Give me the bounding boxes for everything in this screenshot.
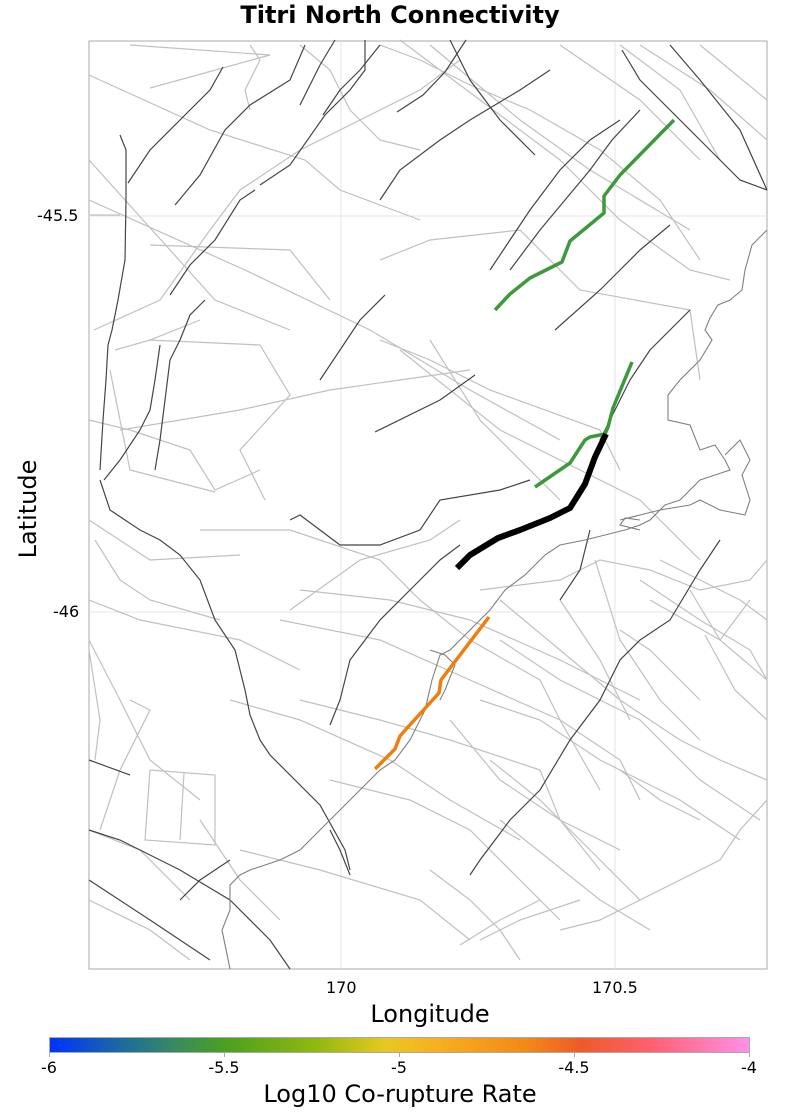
- colorbar-tick: -4: [741, 1058, 757, 1077]
- rupture-green-upper: [493, 118, 676, 312]
- x-tick-label: 170.5: [592, 978, 638, 997]
- colorbar: [49, 1037, 750, 1053]
- colorbar-label: Log10 Co-rupture Rate: [263, 1080, 537, 1108]
- y-axis-label: Latitude: [14, 459, 42, 559]
- gridlines: [89, 41, 767, 969]
- coastline: [221, 229, 768, 970]
- x-tick-label: 170: [326, 978, 357, 997]
- colorbar-tick: -6: [41, 1058, 57, 1077]
- rupture-green-lower: [534, 361, 634, 489]
- source-fault-titri-north: [454, 432, 609, 571]
- y-tick-label: -46: [53, 602, 80, 621]
- rupture-orange: [373, 615, 491, 771]
- fault-projections: [88, 39, 768, 961]
- colorbar-tick: -5: [391, 1058, 407, 1077]
- chart-title: Titri North Connectivity: [240, 1, 560, 29]
- colorbar-tick: -5.5: [208, 1058, 240, 1077]
- y-tick-label: -45.5: [37, 206, 79, 225]
- fault-traces: [88, 39, 768, 970]
- x-axis-label: Longitude: [370, 1000, 490, 1028]
- colorbar-tick: -4.5: [558, 1058, 590, 1077]
